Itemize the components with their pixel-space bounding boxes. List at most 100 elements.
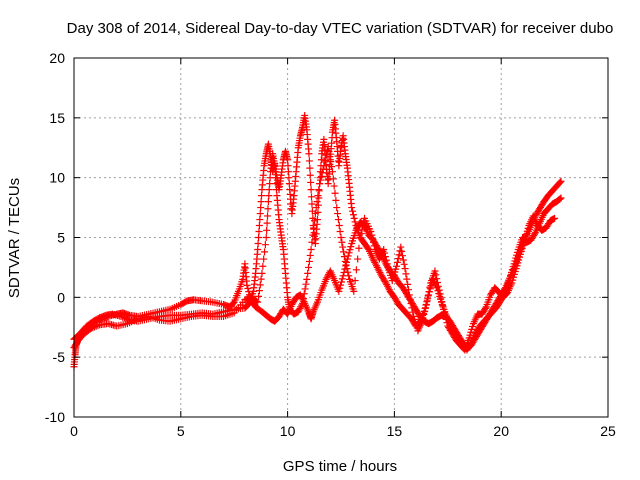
- data-point-marker: [330, 182, 338, 190]
- data-point-marker: [349, 207, 357, 215]
- data-point-marker: [318, 169, 326, 177]
- data-point-marker: [265, 192, 273, 200]
- y-tick-label: -5: [53, 349, 66, 365]
- data-point-marker: [307, 186, 315, 194]
- data-point-marker: [256, 281, 264, 289]
- data-point-marker: [335, 222, 343, 230]
- data-point-marker: [321, 158, 329, 166]
- data-point-marker: [328, 163, 336, 171]
- data-point-marker: [375, 267, 383, 275]
- data-point-marker: [272, 174, 280, 182]
- data-point-marker: [380, 245, 388, 253]
- data-point-marker: [254, 239, 262, 247]
- data-point-marker: [350, 214, 358, 222]
- data-point-marker: [303, 275, 311, 283]
- y-axis-title: SDTVAR / TECUs: [6, 178, 23, 298]
- data-point-marker: [440, 305, 448, 313]
- data-point-marker: [343, 265, 351, 273]
- data-point-marker: [304, 269, 312, 277]
- data-point-marker: [438, 298, 446, 306]
- data-point-marker: [431, 267, 439, 275]
- data-point-marker: [315, 186, 323, 194]
- data-point-marker: [531, 230, 539, 238]
- data-point-marker: [331, 189, 339, 197]
- y-tick-label: -10: [45, 409, 65, 425]
- data-point-marker: [406, 295, 414, 303]
- data-point-marker: [358, 226, 366, 234]
- axis-ticks: 0 5 10 15 20 25 -10 -5 0 5 10 15 20: [45, 50, 616, 439]
- data-point-marker: [337, 234, 345, 241]
- data-point-marker: [285, 180, 293, 188]
- data-point-marker: [394, 255, 402, 263]
- data-point-marker: [441, 312, 449, 320]
- data-point-marker: [407, 300, 415, 308]
- data-point-marker: [271, 168, 279, 176]
- data-point-marker: [272, 180, 280, 188]
- data-point-marker: [551, 214, 559, 222]
- data-point-marker: [382, 256, 390, 264]
- data-point-marker: [382, 279, 390, 287]
- data-point-marker: [263, 226, 271, 234]
- data-point-marker: [374, 265, 382, 273]
- data-point-marker: [299, 299, 307, 307]
- data-point-marker: [254, 298, 262, 306]
- data-point-marker: [372, 260, 380, 268]
- data-point-marker: [373, 263, 381, 271]
- data-point-marker: [284, 162, 292, 170]
- data-point-marker: [403, 275, 411, 283]
- data-point-marker: [381, 253, 389, 261]
- data-point-marker: [426, 283, 434, 291]
- data-point-marker: [481, 304, 489, 312]
- data-point-marker: [296, 291, 304, 299]
- data-point-marker: [370, 242, 378, 250]
- data-point-marker: [333, 204, 341, 212]
- data-point-marker: [255, 234, 263, 241]
- data-point-marker: [338, 275, 346, 283]
- x-tick-label: 5: [177, 423, 185, 439]
- data-point-marker: [357, 230, 365, 238]
- data-point-marker: [322, 275, 330, 283]
- data-point-marker: [297, 303, 305, 311]
- data-point-marker: [254, 245, 262, 253]
- data-point-marker: [496, 297, 504, 305]
- data-point-marker: [117, 312, 125, 320]
- data-point-marker: [316, 180, 324, 188]
- data-point-marker: [466, 340, 474, 348]
- data-point-marker: [556, 195, 564, 203]
- x-tick-label: 10: [280, 423, 296, 439]
- data-point-marker: [317, 172, 325, 180]
- data-point-marker: [328, 168, 336, 176]
- x-tick-label: 0: [70, 423, 78, 439]
- data-point-marker: [256, 210, 264, 218]
- data-point-marker: [341, 257, 349, 265]
- data-point-marker: [311, 217, 319, 225]
- data-point-marker: [422, 301, 430, 309]
- data-point-marker: [229, 299, 237, 307]
- data-point-marker: [397, 243, 405, 251]
- data-point-marker: [425, 288, 433, 296]
- data-point-marker: [261, 248, 269, 256]
- data-point-marker: [323, 146, 331, 154]
- data-point-marker: [306, 164, 314, 172]
- x-tick-label: 25: [600, 423, 616, 439]
- data-point-marker: [257, 204, 265, 212]
- data-point-marker: [272, 186, 280, 194]
- chart-title: Day 308 of 2014, Sidereal Day-to-day VTE…: [67, 20, 614, 37]
- data-point-marker: [393, 258, 401, 266]
- data-point-marker: [338, 238, 346, 246]
- data-point-marker: [255, 292, 263, 300]
- data-point-marker: [260, 255, 268, 263]
- data-point-marker: [312, 204, 320, 212]
- data-points: [70, 111, 565, 371]
- data-point-marker: [460, 345, 468, 353]
- data-point-marker: [418, 317, 426, 325]
- data-point-marker: [119, 313, 127, 321]
- data-point-marker: [352, 266, 360, 274]
- data-point-marker: [265, 186, 273, 194]
- data-point-marker: [436, 290, 444, 298]
- data-point-marker: [294, 308, 302, 316]
- x-tick-label: 20: [493, 423, 509, 439]
- data-point-marker: [306, 251, 314, 259]
- data-point-marker: [369, 255, 377, 263]
- data-point-marker: [319, 165, 327, 173]
